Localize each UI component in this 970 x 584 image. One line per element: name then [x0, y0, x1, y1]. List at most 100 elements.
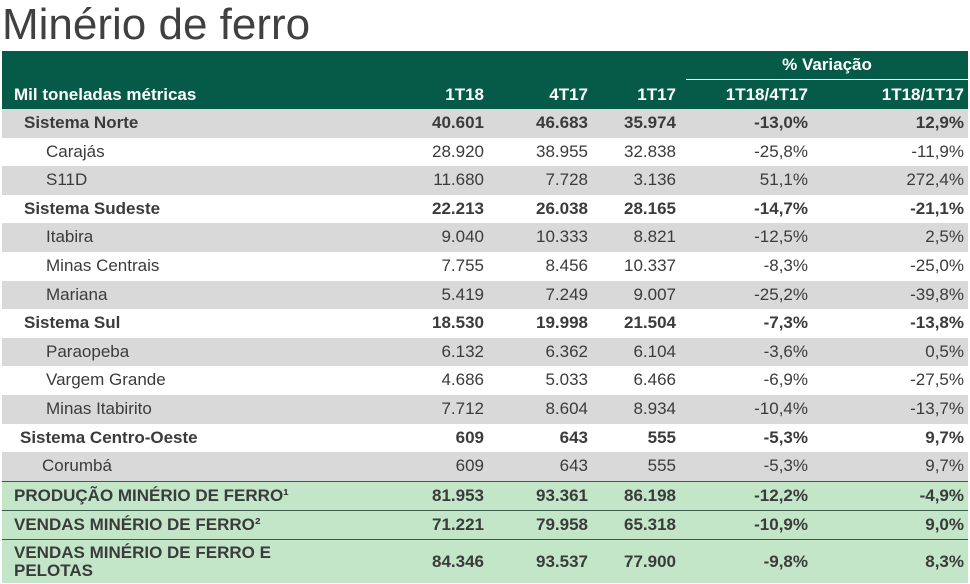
cell-value: 7.249: [545, 284, 588, 304]
col-header-1t17: 1T17: [637, 85, 676, 104]
table-row: Paraopeba 6.132 6.362 6.104 -3,6% 0,5%: [2, 337, 968, 367]
cell-value: 555: [647, 427, 676, 447]
table-row: Vargem Grande 4.686 5.033 6.466 -6,9% -2…: [2, 366, 968, 395]
cell-value: 609: [455, 427, 484, 447]
cell-value: 7.755: [441, 255, 484, 275]
cell-value: -12,2%: [754, 485, 808, 505]
total-row-sales-pellets: VENDAS MINÉRIO DE FERRO E PELOTAS 84.346…: [2, 538, 968, 583]
col-header-4t17: 4T17: [549, 85, 588, 104]
cell-value: -3,6%: [763, 341, 808, 361]
table-row: Mariana 5.419 7.249 9.007 -25,2% -39,8%: [2, 280, 968, 310]
cell-value: -5,3%: [763, 456, 808, 476]
cell-value: -25,8%: [754, 141, 808, 161]
cell-value: 8.604: [545, 398, 588, 418]
cell-value: 10.333: [536, 227, 588, 247]
cell-value: 6.362: [545, 341, 588, 361]
iron-ore-table: % Variação Mil toneladas métricas 1T18 4…: [2, 51, 968, 583]
table-row: Sistema Centro-Oeste 609 643 555 -5,3% 9…: [2, 423, 968, 453]
cell-value: 32.838: [624, 141, 676, 161]
row-label: Minas Centrais: [46, 255, 160, 275]
cell-value: 8,3%: [925, 551, 964, 571]
cell-value: 79.958: [536, 514, 588, 534]
row-label: Itabira: [46, 227, 94, 247]
cell-value: 28.920: [432, 141, 484, 161]
cell-value: -25,0%: [910, 255, 964, 275]
cell-value: 93.537: [536, 551, 588, 571]
cell-value: 51,1%: [759, 170, 808, 190]
cell-value: 7.728: [545, 170, 588, 190]
cell-value: -27,5%: [910, 370, 964, 390]
cell-value: 6.132: [441, 341, 484, 361]
variation-header-rule: [686, 79, 968, 80]
cell-value: 46.683: [536, 113, 588, 132]
cell-value: 10.337: [624, 255, 676, 275]
cell-value: 11.680: [433, 170, 484, 190]
cell-value: 18.530: [432, 313, 484, 333]
cell-value: 35.974: [624, 113, 676, 132]
cell-value: 40.601: [432, 113, 484, 132]
col-header-1t18: 1T18: [445, 85, 484, 104]
cell-value: 21.504: [624, 313, 676, 333]
cell-value: -13,7%: [910, 398, 964, 418]
total-label: VENDAS MINÉRIO DE FERRO²: [14, 514, 261, 534]
total-label: PRODUÇÃO MINÉRIO DE FERRO¹: [14, 485, 289, 505]
cell-value: -10,9%: [754, 514, 808, 534]
cell-value: -4,9%: [919, 485, 964, 505]
cell-value: -5,3%: [763, 427, 808, 447]
total-row-production: PRODUÇÃO MINÉRIO DE FERRO¹ 81.953 93.361…: [2, 480, 968, 510]
cell-value: 5.033: [545, 370, 588, 390]
cell-value: 38.955: [536, 141, 588, 161]
table-row: Minas Itabirito 7.712 8.604 8.934 -10,4%…: [2, 394, 968, 424]
total-row-sales: VENDAS MINÉRIO DE FERRO² 71.221 79.958 6…: [2, 509, 968, 539]
cell-value: 2,5%: [925, 227, 964, 247]
row-label: Sistema Sudeste: [24, 198, 161, 218]
cell-value: -14,7%: [754, 198, 808, 218]
row-label: Minas Itabirito: [46, 398, 152, 418]
table-row: Sistema Norte 40.601 46.683 35.974 -13,0…: [2, 109, 968, 138]
table-row: Itabira 9.040 10.333 8.821 -12,5% 2,5%: [2, 223, 968, 252]
cell-value: -6,9%: [763, 370, 808, 390]
cell-value: 8.934: [633, 398, 676, 418]
cell-value: 643: [559, 456, 588, 476]
row-label: Carajás: [46, 141, 105, 161]
cell-value: 86.198: [624, 485, 676, 505]
table-row: Minas Centrais 7.755 8.456 10.337 -8,3% …: [2, 251, 968, 281]
cell-value: 81.953: [432, 485, 484, 505]
cell-value: -9,8%: [763, 551, 808, 571]
cell-value: 7.712: [441, 398, 484, 418]
cell-value: -7,3%: [763, 313, 808, 333]
cell-value: 65.318: [624, 514, 676, 534]
cell-value: 22.213: [432, 198, 484, 218]
cell-value: 6.104: [633, 341, 676, 361]
cell-value: -39,8%: [910, 284, 964, 304]
cell-value: 84.346: [432, 551, 484, 571]
cell-value: 272,4%: [906, 170, 964, 190]
cell-value: 6.466: [633, 370, 676, 390]
cell-value: 93.361: [536, 485, 588, 505]
cell-value: 9,7%: [925, 427, 964, 447]
cell-value: -13,8%: [910, 313, 964, 333]
page-title: Minério de ferro: [2, 0, 311, 49]
cell-value: 9,7%: [925, 456, 964, 476]
cell-value: -11,9%: [911, 141, 964, 161]
row-label: Mariana: [46, 284, 108, 304]
cell-value: 5.419: [441, 284, 484, 304]
variation-group-header: % Variação: [782, 55, 872, 74]
row-label: S11D: [46, 170, 88, 190]
cell-value: 0,5%: [925, 341, 964, 361]
cell-value: 4.686: [441, 370, 484, 390]
unit-label: Mil toneladas métricas: [14, 85, 197, 104]
cell-value: 643: [559, 427, 588, 447]
col-header-var-qoq: 1T18/4T17: [725, 85, 808, 104]
table-row: Sistema Sul 18.530 19.998 21.504 -7,3% -…: [2, 309, 968, 338]
cell-value: 8.821: [633, 227, 676, 247]
cell-value: 28.165: [624, 198, 676, 218]
cell-value: -8,3%: [763, 255, 808, 275]
table-row: Corumbá 609 643 555 -5,3% 9,7%: [2, 452, 968, 481]
col-header-var-yoy: 1T18/1T17: [881, 85, 964, 104]
row-label: Sistema Norte: [24, 113, 139, 132]
table-row: S11D 11.680 7.728 3.136 51,1% 272,4%: [2, 166, 968, 195]
table-row: Carajás 28.920 38.955 32.838 -25,8% -11,…: [2, 137, 968, 167]
cell-value: 9.007: [633, 284, 676, 304]
cell-value: 12,9%: [915, 113, 964, 132]
